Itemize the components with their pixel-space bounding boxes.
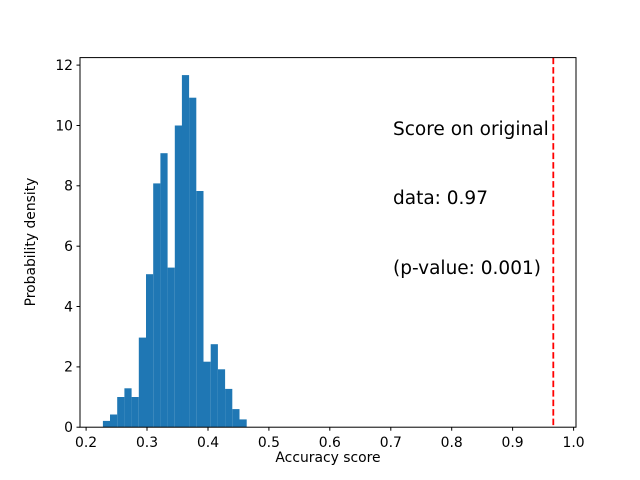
annotation-line-2: data: 0.97: [393, 188, 488, 210]
x-tick-label: 0.9: [502, 435, 524, 451]
annotation-line-3: (p-value: 0.001): [393, 258, 541, 280]
y-tick-label: 0: [64, 420, 73, 436]
x-tick-label: 0.6: [319, 435, 341, 451]
y-axis-label: Probability density: [23, 177, 39, 307]
x-tick-label: 0.8: [441, 435, 463, 451]
histogram-bar: [102, 420, 111, 428]
x-tick-label: 0.2: [75, 435, 97, 451]
histogram-bar: [181, 75, 190, 428]
histogram-bar: [189, 97, 197, 428]
histogram-bar: [110, 414, 118, 428]
x-tick-label: 0.3: [136, 435, 158, 451]
y-tick-label: 4: [64, 299, 73, 315]
histogram-bar: [117, 397, 125, 428]
histogram-bar: [124, 388, 132, 428]
y-tick-label: 10: [55, 118, 73, 134]
histogram-bar: [210, 344, 218, 428]
histogram-bar: [225, 388, 233, 428]
y-tick-label: 12: [55, 58, 73, 74]
histogram-bar: [196, 191, 204, 428]
histogram-bar: [146, 274, 154, 428]
histogram-bar: [167, 267, 175, 428]
histogram-bar: [131, 397, 139, 428]
axes-border: [79, 57, 577, 428]
x-tick-label: 1.0: [563, 435, 585, 451]
score-annotation: Score on original data: 0.97 (p-value: 0…: [393, 71, 549, 327]
y-tick-label: 6: [64, 239, 73, 255]
histogram-bar: [203, 361, 211, 428]
histogram-bar: [138, 337, 146, 428]
histogram-bar: [232, 409, 240, 428]
histogram-bar: [239, 419, 247, 428]
histogram-bar: [153, 183, 161, 428]
annotation-line-1: Score on original: [393, 118, 549, 140]
y-tick-label: 2: [64, 360, 73, 376]
histogram-bar: [174, 125, 182, 428]
y-tick-label: 8: [64, 179, 73, 195]
x-tick-label: 0.5: [258, 435, 280, 451]
x-tick-label: 0.4: [197, 435, 219, 451]
x-axis-label: Accuracy score: [275, 450, 381, 466]
histogram-bar: [160, 153, 168, 428]
histogram-bar: [217, 369, 226, 428]
x-tick-label: 0.7: [380, 435, 402, 451]
